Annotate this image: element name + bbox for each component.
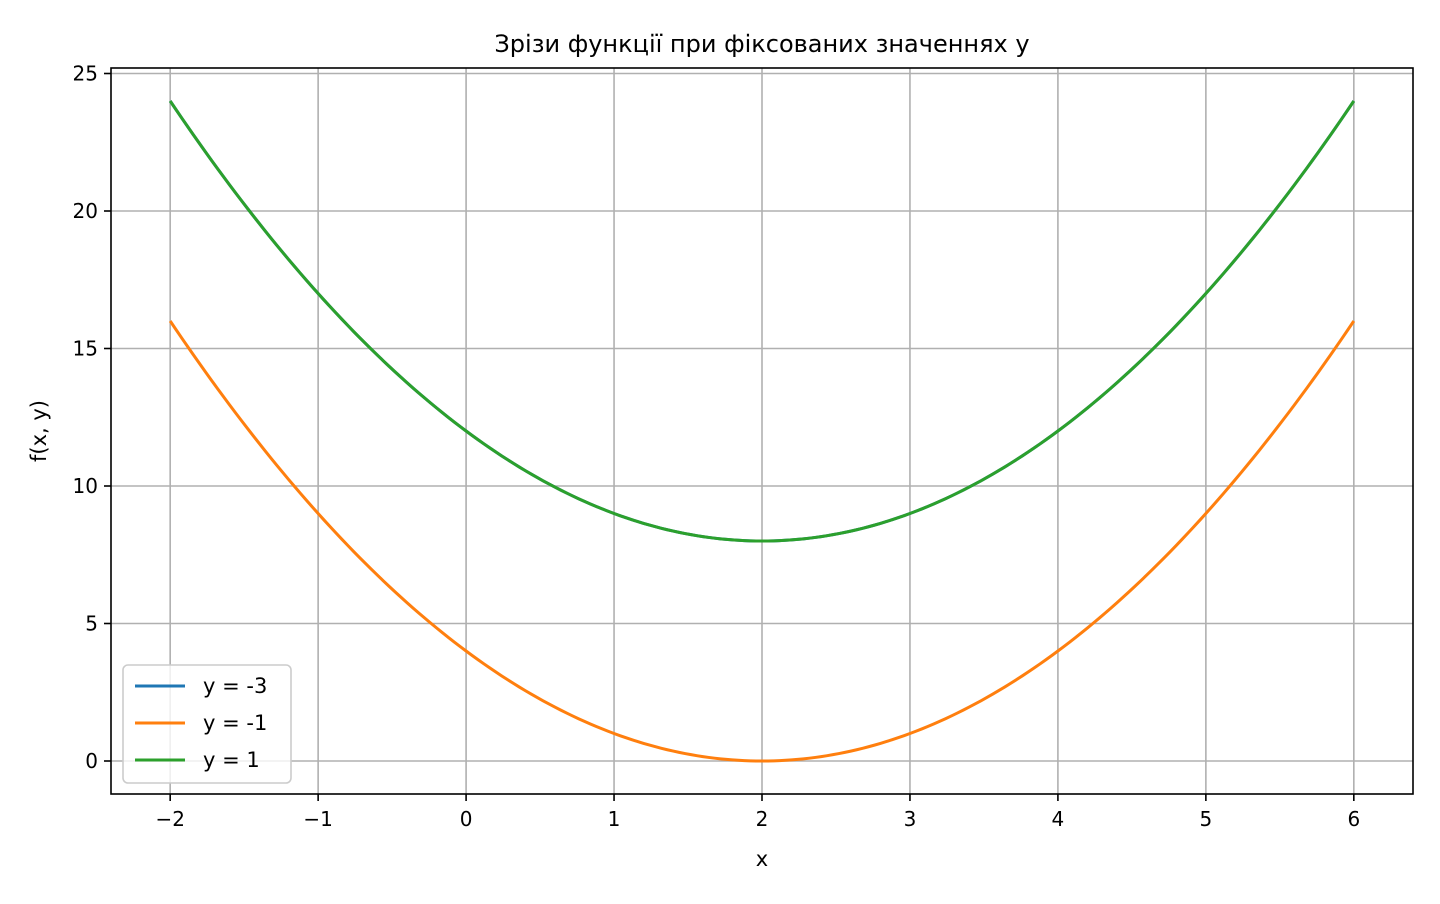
series-line-1 [168, 320, 1356, 763]
legend: y = -3 y = -1 y = 1 [122, 664, 292, 784]
legend-box [122, 664, 292, 784]
x-tick-label: −2 [155, 807, 184, 831]
x-tick-label: 2 [756, 807, 769, 831]
legend-label: y = -1 [203, 711, 267, 735]
x-tick-label: 6 [1347, 807, 1360, 831]
x-tick-label: 4 [1052, 807, 1065, 831]
y-tick-label: 0 [85, 749, 98, 773]
legend-label: y = 1 [203, 748, 260, 772]
x-tick-label: 3 [904, 807, 917, 831]
axis-ticks: −2 −1 0 1 2 3 4 5 6 0 5 10 15 20 25 [73, 62, 1361, 832]
chart-title: Зрізи функції при фіксованих значеннях y [494, 30, 1029, 58]
legend-label: y = -3 [203, 674, 267, 698]
y-tick-label: 10 [73, 474, 98, 498]
y-tick-label: 20 [73, 199, 98, 223]
series-line-2 [168, 100, 1356, 543]
y-tick-label: 15 [73, 337, 98, 361]
x-tick-label: 5 [1199, 807, 1212, 831]
x-tick-label: −1 [303, 807, 332, 831]
y-axis-label: f(x, y) [27, 400, 51, 462]
x-axis-label: x [756, 847, 768, 871]
x-tick-label: 0 [460, 807, 473, 831]
y-tick-label: 5 [85, 612, 98, 636]
x-tick-label: 1 [608, 807, 621, 831]
series-lines [168, 100, 1356, 763]
y-tick-label: 25 [73, 62, 98, 86]
